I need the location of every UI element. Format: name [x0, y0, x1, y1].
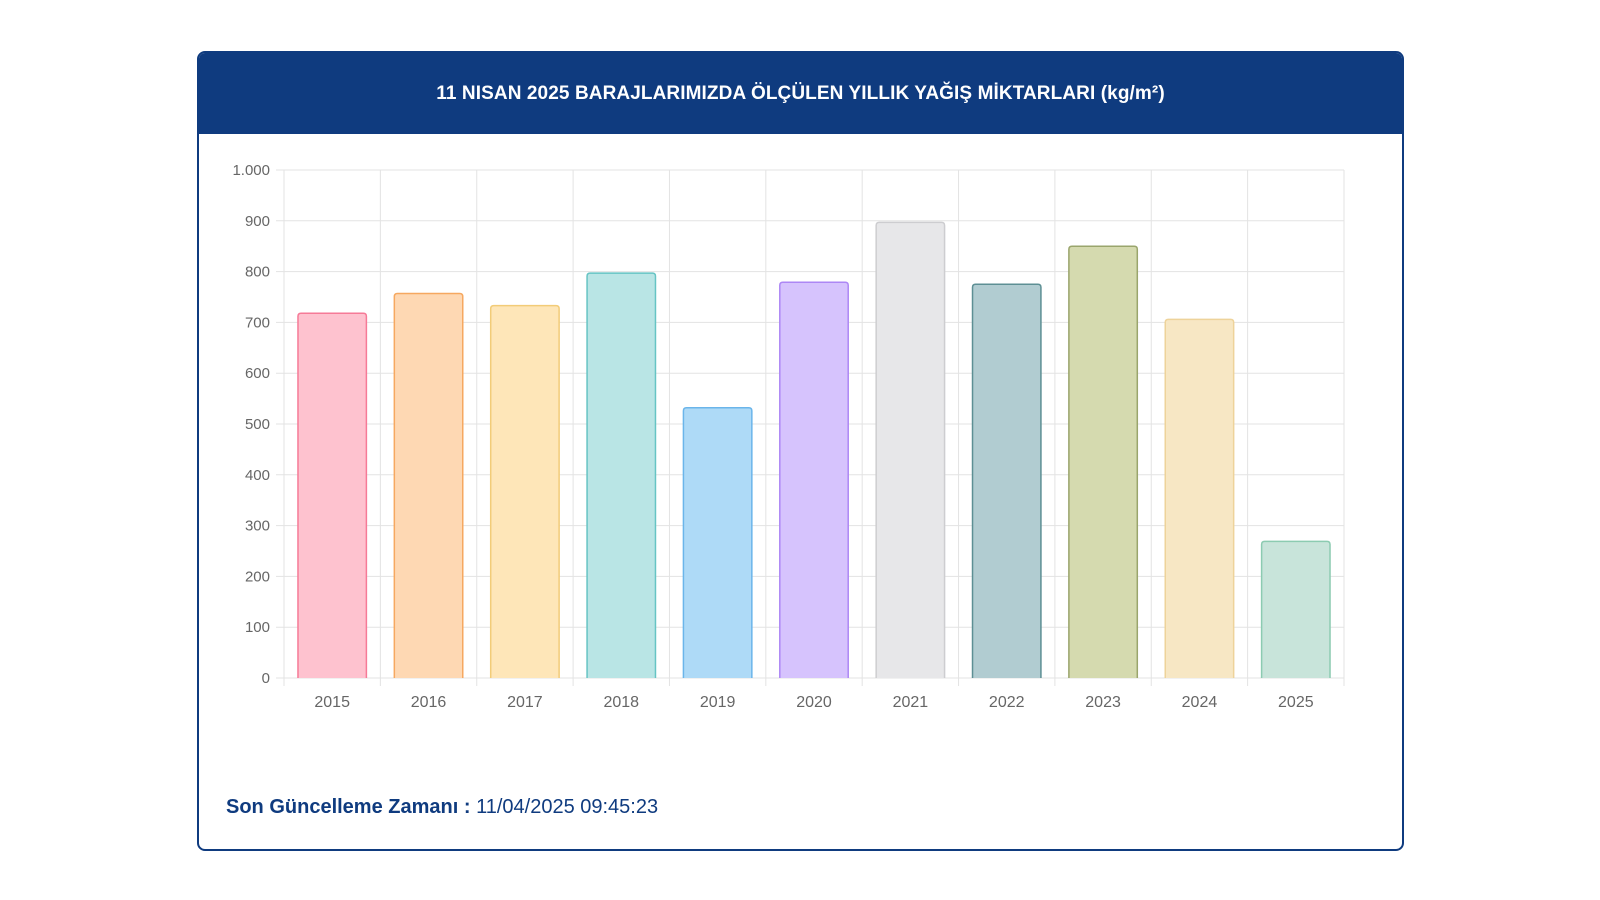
x-tick-label: 2022	[989, 694, 1025, 711]
bar-2015	[297, 312, 368, 678]
y-tick-label: 600	[245, 365, 270, 382]
y-tick-label: 400	[245, 467, 270, 484]
x-tick-label: 2019	[700, 694, 736, 711]
bar-2018	[586, 272, 657, 678]
x-tick-label: 2018	[603, 694, 639, 711]
chart-area: 0 100 200 300 400 500 600 700 800 900 1.000 2015 201…	[199, 134, 1402, 784]
chart-title: 11 NISAN 2025 BARAJLARIMIZDA ÖLÇÜLEN YIL…	[436, 82, 1165, 104]
y-tick-label: 500	[245, 416, 270, 433]
bar-2016	[393, 292, 464, 678]
y-tick-label: 900	[245, 213, 270, 230]
last-update-label: Son Güncelleme Zamanı :	[226, 796, 471, 818]
x-tick-label: 2016	[411, 694, 447, 711]
last-update-value: 11/04/2025 09:45:23	[476, 796, 659, 818]
bar-2025	[1260, 540, 1331, 678]
y-tick-label: 200	[245, 568, 270, 585]
chart-card: 11 NISAN 2025 BARAJLARIMIZDA ÖLÇÜLEN YIL…	[197, 51, 1404, 851]
y-tick-label: 800	[245, 264, 270, 281]
bar-2017	[489, 304, 560, 678]
x-tick-label: 2017	[507, 694, 543, 711]
x-tick-label: 2021	[893, 694, 929, 711]
x-tick-label: 2024	[1182, 694, 1218, 711]
bar-2020	[779, 281, 849, 678]
bar-2022	[971, 283, 1042, 678]
last-update: Son Güncelleme Zamanı : 11/04/2025 09:45…	[226, 796, 658, 819]
x-tick-label: 2015	[314, 694, 350, 711]
bar-2024	[1164, 318, 1235, 678]
y-tick-label: 100	[245, 619, 270, 636]
card-header: 11 NISAN 2025 BARAJLARIMIZDA ÖLÇÜLEN YIL…	[199, 53, 1402, 134]
y-tick-label: 1.000	[232, 162, 270, 179]
x-tick-label: 2020	[796, 694, 832, 711]
bar-2019	[682, 406, 753, 678]
y-tick-label: 300	[245, 518, 270, 535]
y-tick-label: 0	[262, 670, 270, 687]
bar-chart: 0 100 200 300 400 500 600 700 800 900 1.000 2015 201…	[232, 162, 1345, 711]
x-tick-label: 2023	[1085, 694, 1121, 711]
bar-2021	[875, 221, 946, 678]
y-tick-label: 700	[245, 314, 270, 331]
x-tick-label: 2025	[1278, 694, 1314, 711]
bar-2023	[1068, 245, 1139, 678]
